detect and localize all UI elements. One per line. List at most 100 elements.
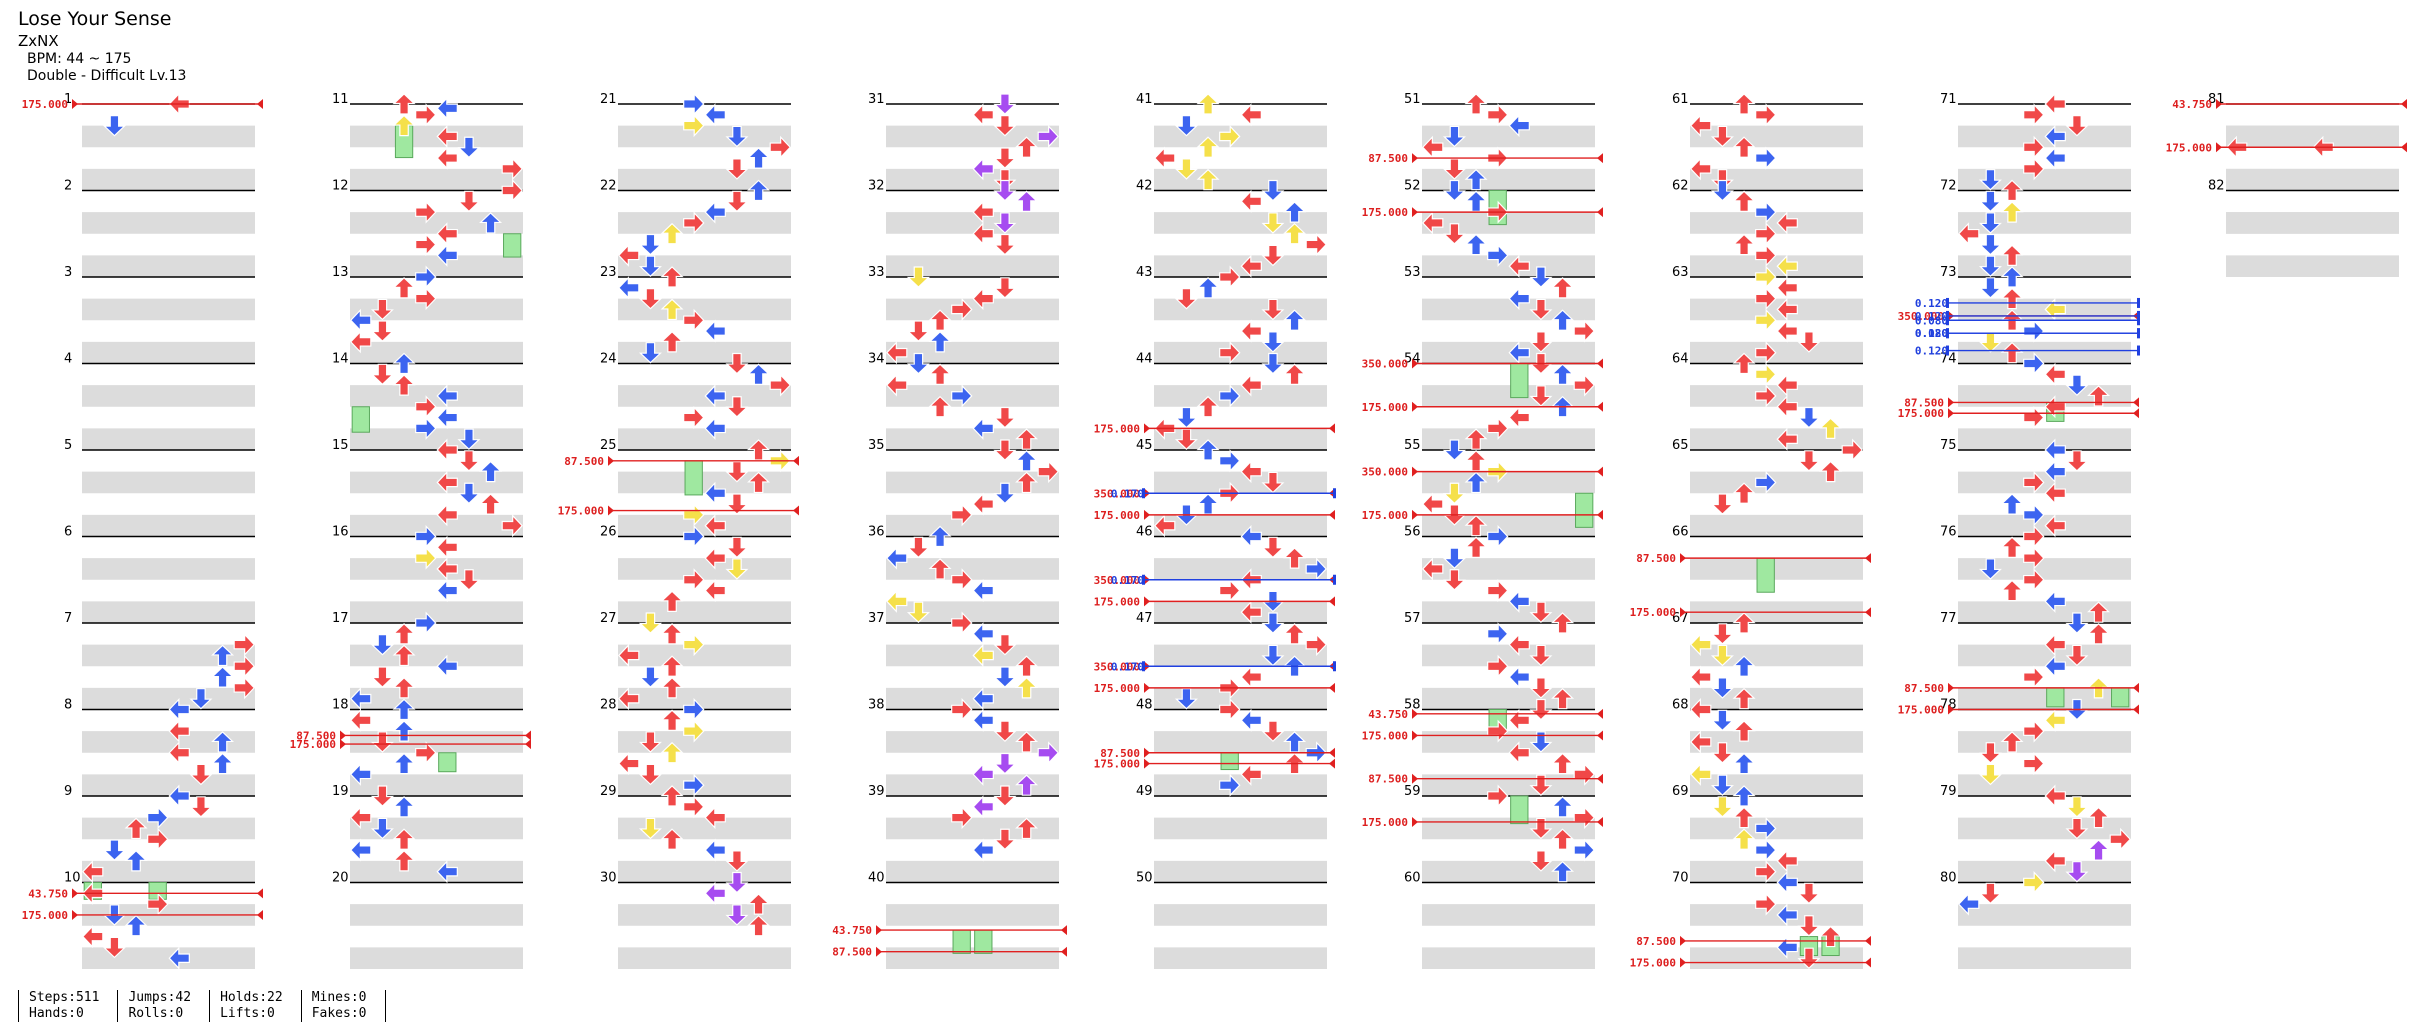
arrow-note: [189, 763, 213, 786]
arrow-note: [1240, 665, 1262, 689]
arrow-note: [2023, 752, 2045, 776]
arrow-note: [885, 373, 908, 397]
arrow-shape: [972, 579, 994, 603]
arrow-note: [725, 871, 749, 894]
arrow-shape: [370, 320, 394, 342]
arrow-shape: [1755, 341, 1777, 365]
measure-number: 52: [1404, 179, 1421, 194]
arrow-shape: [1508, 406, 1530, 430]
measure-number: 41: [1136, 92, 1153, 107]
measure-number: 27: [600, 611, 617, 626]
arrow-shape: [704, 579, 726, 603]
arrow-shape: [415, 546, 437, 570]
arrow-note: [1261, 644, 1285, 667]
measure-number: 34: [868, 352, 885, 367]
measure-number: 4: [64, 352, 72, 367]
beat-stripe: [1154, 168, 1327, 191]
arrow-note: [1732, 806, 1756, 829]
arrow-note: [1551, 363, 1575, 385]
arrow-shape: [1732, 785, 1756, 807]
beat-stripe: [1690, 514, 1863, 537]
arrow-shape: [972, 622, 994, 646]
arrow-note: [1464, 190, 1488, 212]
arrow-note: [638, 612, 662, 634]
arrow-shape: [436, 579, 458, 603]
arrow-shape: [415, 611, 437, 635]
arrow-shape: [1776, 319, 1798, 343]
arrow-shape: [1978, 331, 2002, 353]
arrow-note: [392, 114, 416, 137]
arrow-shape: [1551, 795, 1575, 818]
arrow-note: [2065, 644, 2089, 667]
bpm-change-marker: [1597, 358, 1603, 369]
measure-number: 30: [600, 871, 617, 886]
arrow-note: [704, 103, 726, 127]
arrow-shape: [617, 243, 640, 267]
arrow-shape: [349, 687, 372, 711]
measure-number: 20: [332, 871, 349, 886]
arrow-shape: [2000, 493, 2024, 515]
arrow-shape: [1776, 395, 1798, 419]
arrow-shape: [2000, 341, 2024, 364]
arrow-shape: [1508, 341, 1530, 365]
bpm-change-marker: [1329, 682, 1335, 693]
arrow-note: [747, 471, 771, 494]
beat-stripe: [1422, 601, 1595, 623]
arrow-shape: [747, 914, 771, 937]
arrow-shape: [1529, 266, 1553, 288]
bpm-change-marker: [1329, 758, 1335, 769]
arrow-shape: [1732, 806, 1756, 829]
arrow-note: [1776, 395, 1798, 419]
arrow-shape: [1978, 169, 2002, 191]
arrow-note: [168, 946, 190, 970]
arrow-shape: [1732, 93, 1756, 115]
arrow-shape: [1551, 309, 1575, 331]
arrow-note: [683, 633, 705, 657]
speed-change-label: 0.120: [1915, 345, 1948, 358]
hold-note: [1510, 795, 1529, 825]
arrow-shape: [2023, 546, 2045, 570]
bpm-change-marker: [2216, 142, 2222, 153]
arrow-shape: [1551, 276, 1575, 299]
arrow-shape: [1261, 244, 1285, 267]
arrow-shape: [660, 655, 684, 677]
bpm-change-marker: [2401, 99, 2407, 109]
measure-number: 21: [600, 92, 617, 107]
arrow-shape: [436, 860, 458, 884]
beat-stripe: [618, 558, 791, 580]
arrow-shape: [993, 406, 1017, 429]
arrow-shape: [1841, 438, 1864, 462]
arrow-note: [660, 741, 684, 764]
arrow-note: [1015, 677, 1039, 699]
arrow-note: [1755, 384, 1777, 408]
beat-stripe: [1958, 255, 2131, 277]
arrow-note: [1732, 785, 1756, 807]
bpm-change-marker: [2216, 99, 2222, 109]
arrow-note: [1153, 514, 1176, 538]
arrow-shape: [928, 309, 952, 331]
arrow-note: [1529, 266, 1553, 288]
arrow-note: [704, 579, 726, 603]
arrow-shape: [1219, 265, 1241, 289]
bpm-change-marker: [608, 505, 614, 516]
arrow-shape: [885, 373, 908, 397]
arrow-note: [1261, 471, 1285, 494]
bpm-change-marker: [340, 739, 346, 750]
arrow-shape: [1508, 287, 1530, 311]
arrow-shape: [1755, 384, 1777, 408]
arrow-shape: [1978, 558, 2002, 580]
arrow-note: [1732, 482, 1756, 504]
arrow-note: [392, 622, 416, 645]
bpm-change-marker: [525, 739, 531, 750]
arrow-note: [457, 482, 481, 505]
arrow-shape: [2000, 266, 2024, 288]
arrow-shape: [1529, 601, 1553, 624]
arrow-note: [1978, 331, 2002, 353]
arrow-note: [1978, 277, 2002, 299]
arrow-note: [747, 363, 771, 385]
arrow-note: [168, 697, 190, 722]
arrow-shape: [168, 784, 190, 808]
beat-stripe: [1154, 731, 1327, 753]
arrow-note: [1508, 341, 1530, 365]
arrow-shape: [1261, 536, 1285, 559]
